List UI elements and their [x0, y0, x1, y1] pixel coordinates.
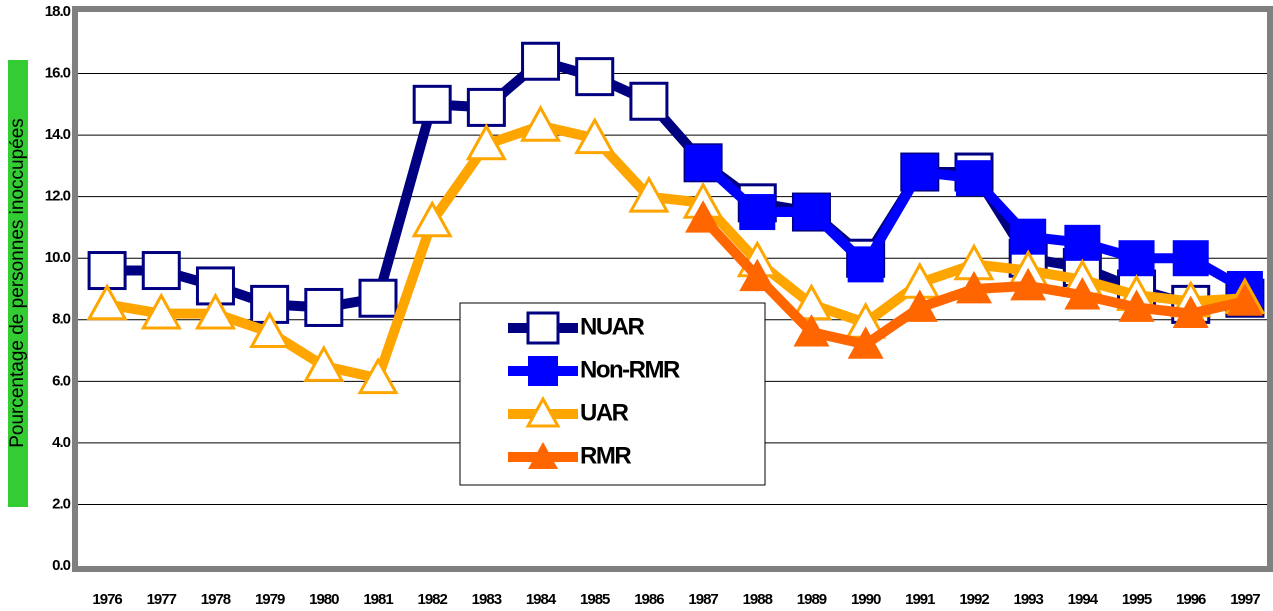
plot-frame: [72, 6, 1273, 572]
marker: [519, 104, 562, 142]
marker: [739, 258, 776, 292]
x-tick-label: 1983: [472, 591, 502, 608]
marker: [357, 357, 399, 395]
marker: [194, 292, 237, 330]
marker: [1172, 295, 1209, 329]
y-tick-label: 14.0: [45, 126, 71, 143]
x-tick-label: 1995: [1122, 591, 1152, 608]
marker: [901, 289, 938, 322]
x-tick-label: 1985: [580, 591, 610, 608]
marker: [358, 278, 398, 318]
marker: [249, 311, 291, 348]
x-tick-label: 1989: [797, 591, 827, 608]
marker: [847, 246, 884, 283]
marker: [141, 251, 181, 291]
legend-label: RMR: [580, 442, 631, 469]
x-tick-label: 1991: [905, 591, 935, 608]
marker: [739, 194, 776, 231]
y-axis-label: Pourcentage de personnes inoccupées: [7, 118, 28, 448]
series-line: [106, 120, 1246, 384]
marker: [793, 194, 830, 231]
marker: [521, 41, 561, 81]
y-tick-label: 16.0: [45, 65, 71, 82]
x-tick-label: 1996: [1176, 591, 1206, 608]
marker: [1010, 267, 1047, 301]
marker: [956, 160, 992, 197]
marker: [629, 81, 669, 121]
x-tick-label: 1980: [309, 591, 339, 608]
marker: [86, 283, 128, 321]
marker: [304, 287, 344, 327]
y-tick-label: 0.0: [52, 557, 71, 574]
marker: [1226, 283, 1263, 316]
marker: [1118, 240, 1155, 277]
marker: [1010, 218, 1047, 255]
y-tick-label: 4.0: [52, 434, 71, 451]
marker: [465, 123, 507, 161]
x-tick-label: 1993: [1013, 591, 1043, 608]
marker: [1064, 277, 1101, 310]
x-tick-label: 1990: [851, 591, 881, 608]
x-tick-label: 1981: [363, 591, 393, 608]
marker: [466, 87, 506, 127]
y-label-background: [8, 60, 28, 507]
x-tick-label: 1988: [743, 591, 773, 608]
legend: NUAR Non-RMR UAR RMR: [459, 302, 766, 486]
x-tick-label: 1982: [417, 591, 447, 608]
marker: [847, 326, 884, 359]
marker: [412, 84, 452, 124]
x-tick-label: 1978: [201, 591, 231, 608]
marker: [575, 57, 615, 97]
marker: [528, 356, 558, 386]
marker: [574, 117, 616, 155]
marker: [628, 175, 670, 213]
marker: [901, 154, 938, 191]
marker: [525, 395, 561, 428]
x-tick-label: 1977: [147, 591, 177, 608]
x-tick-label: 1984: [526, 591, 557, 608]
marker: [1118, 289, 1155, 322]
marker: [87, 251, 127, 291]
y-tick-label: 8.0: [52, 311, 71, 328]
x-tick-label: 1997: [1230, 591, 1260, 608]
x-tick-label: 1994: [1068, 591, 1099, 608]
marker: [956, 271, 992, 304]
x-tick-label: 1987: [688, 591, 718, 608]
marker: [411, 200, 453, 238]
marker: [528, 442, 558, 469]
x-tick-label: 1979: [255, 591, 285, 608]
series-line: [107, 56, 1246, 313]
y-tick-label: 18.0: [45, 3, 71, 20]
marker: [140, 292, 182, 330]
y-tick-label: 2.0: [52, 495, 71, 512]
marker: [1172, 240, 1209, 277]
y-tick-label: 10.0: [45, 249, 71, 266]
x-tick-label: 1986: [634, 591, 664, 608]
x-tick-label: 1992: [959, 591, 989, 608]
marker: [526, 311, 560, 345]
y-tick-label: 6.0: [52, 372, 71, 389]
y-tick-label: 12.0: [45, 188, 71, 205]
marker: [1064, 224, 1101, 261]
marker: [303, 344, 345, 382]
marker: [793, 314, 830, 347]
x-tick-label: 1976: [92, 591, 122, 608]
marker: [685, 144, 722, 181]
legend-label: UAR: [580, 399, 629, 426]
legend-label: NUAR: [580, 313, 644, 340]
legend-label: Non-RMR: [580, 356, 680, 383]
marker: [685, 200, 722, 233]
